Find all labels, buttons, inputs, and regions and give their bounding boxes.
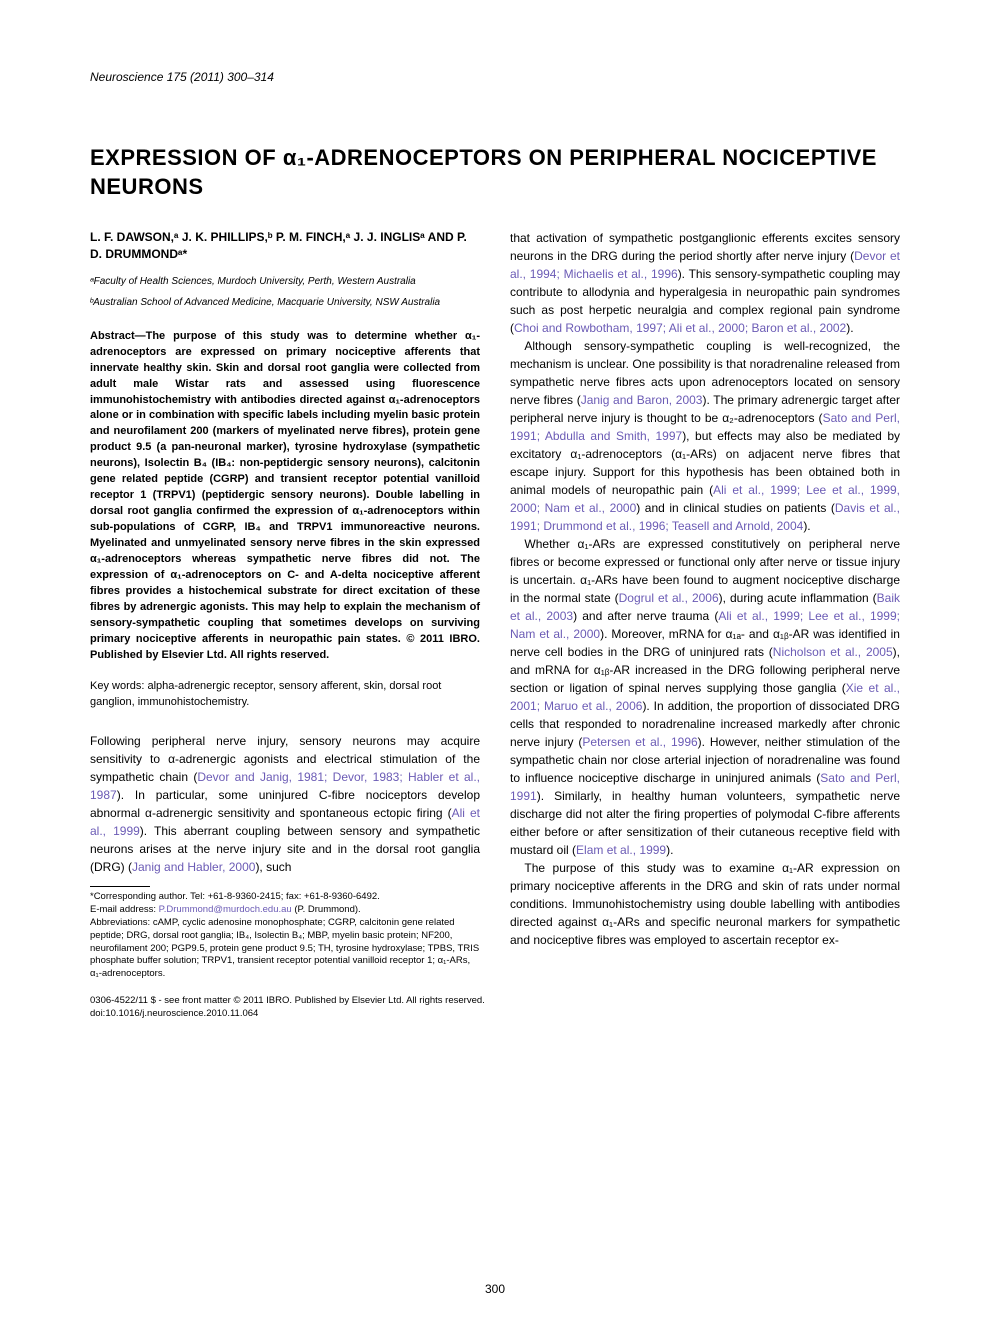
email-link[interactable]: P.Drummond@murdoch.edu.au [159, 904, 292, 915]
citation-link[interactable]: Elam et al., 1999 [576, 843, 666, 857]
body-span: ), during acute inflammation ( [719, 591, 877, 605]
corresponding-author: *Corresponding author. Tel: +61-8-9360-2… [90, 891, 480, 904]
body-span: ). Similarly, in healthy human volunteer… [510, 789, 900, 857]
abbreviations: Abbreviations: cAMP, cyclic adenosine mo… [90, 917, 480, 981]
body-span: ). [666, 843, 673, 857]
citation-link[interactable]: Janig and Habler, 2000 [132, 860, 255, 874]
right-column: that activation of sympathetic postgangl… [510, 229, 900, 981]
body-span: ). [846, 321, 853, 335]
copyright-text: 0306-4522/11 $ - see front matter © 2011… [90, 995, 900, 1008]
footnote-separator [90, 886, 150, 887]
footnotes-block: *Corresponding author. Tel: +61-8-9360-2… [90, 891, 480, 981]
body-span: ). In particular, some uninjured C-fibre… [90, 788, 480, 820]
email-line: E-mail address: P.Drummond@murdoch.edu.a… [90, 904, 480, 917]
author-list: L. F. DAWSON,ᵃ J. K. PHILLIPS,ᵇ P. M. FI… [90, 229, 480, 263]
body-span: ), such [255, 860, 291, 874]
body-span: ). [803, 519, 810, 533]
citation-link[interactable]: Dogrul et al., 2006 [619, 591, 719, 605]
body-span: ) and in clinical studies on patients ( [636, 501, 835, 515]
affiliation-b: ᵇAustralian School of Advanced Medicine,… [90, 296, 480, 309]
two-column-layout: L. F. DAWSON,ᵃ J. K. PHILLIPS,ᵇ P. M. FI… [90, 229, 900, 981]
journal-citation: Neuroscience 175 (2011) 300–314 [90, 70, 900, 84]
citation-link[interactable]: Petersen et al., 1996 [582, 735, 697, 749]
page-number: 300 [485, 1282, 505, 1296]
abstract-text: Abstract—The purpose of this study was t… [90, 329, 480, 664]
affiliation-a: ᵃFaculty of Health Sciences, Murdoch Uni… [90, 275, 480, 288]
left-column: L. F. DAWSON,ᵃ J. K. PHILLIPS,ᵇ P. M. FI… [90, 229, 480, 981]
keywords-text: Key words: alpha-adrenergic receptor, se… [90, 679, 480, 710]
left-body-text: Following peripheral nerve injury, senso… [90, 732, 480, 876]
email-tail: (P. Drummond). [292, 904, 361, 915]
copyright-block: 0306-4522/11 $ - see front matter © 2011… [90, 995, 900, 1021]
doi-text: doi:10.1016/j.neuroscience.2010.11.064 [90, 1008, 900, 1021]
email-label: E-mail address: [90, 904, 159, 915]
citation-link[interactable]: Choi and Rowbotham, 1997; Ali et al., 20… [514, 321, 846, 335]
citation-link[interactable]: Janig and Baron, 2003 [581, 393, 703, 407]
article-title: EXPRESSION OF α₁-ADRENOCEPTORS ON PERIPH… [90, 144, 900, 201]
body-span: that activation of sympathetic postgangl… [510, 231, 900, 263]
citation-link[interactable]: Nicholson et al., 2005 [773, 645, 893, 659]
body-span: ) and after nerve trauma ( [573, 609, 718, 623]
body-paragraph: The purpose of this study was to examine… [510, 859, 900, 949]
abbrev-text: Abbreviations: cAMP, cyclic adenosine mo… [90, 917, 479, 979]
